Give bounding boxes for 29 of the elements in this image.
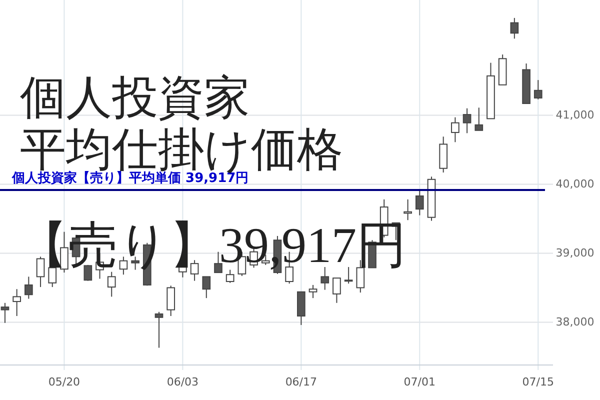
candlestick <box>60 231 68 274</box>
candlestick <box>107 271 116 298</box>
x-tick-label: 06/03 <box>166 376 199 388</box>
y-tick-label: 41,000 <box>556 108 594 122</box>
candlestick <box>154 311 164 348</box>
x-tick-label: 06/17 <box>285 376 318 388</box>
candlestick <box>474 107 484 131</box>
candlestick <box>534 80 542 100</box>
candlestick <box>451 116 460 143</box>
candlestick <box>202 276 211 299</box>
x-tick-label: 07/01 <box>404 376 436 388</box>
candlestick <box>510 17 519 40</box>
candlestick <box>166 285 176 317</box>
candlestick <box>308 284 318 299</box>
x-tick-label: 05/20 <box>48 376 80 388</box>
candlestick <box>36 256 45 288</box>
y-tick-label: 39,000 <box>556 246 594 260</box>
text: 個人投資家 <box>20 70 250 124</box>
y-tick-label: 38,000 <box>556 316 594 329</box>
candlestick <box>462 108 472 134</box>
candlestick <box>226 269 234 284</box>
candlestick <box>415 188 424 216</box>
x-tick-label: 07/15 <box>522 376 554 388</box>
candlestick <box>24 276 33 300</box>
candlestick <box>12 288 21 317</box>
candlestick <box>404 198 412 221</box>
candlestick <box>332 278 341 304</box>
candlestick <box>0 302 10 324</box>
y-tick-label: 40,000 <box>556 178 594 191</box>
